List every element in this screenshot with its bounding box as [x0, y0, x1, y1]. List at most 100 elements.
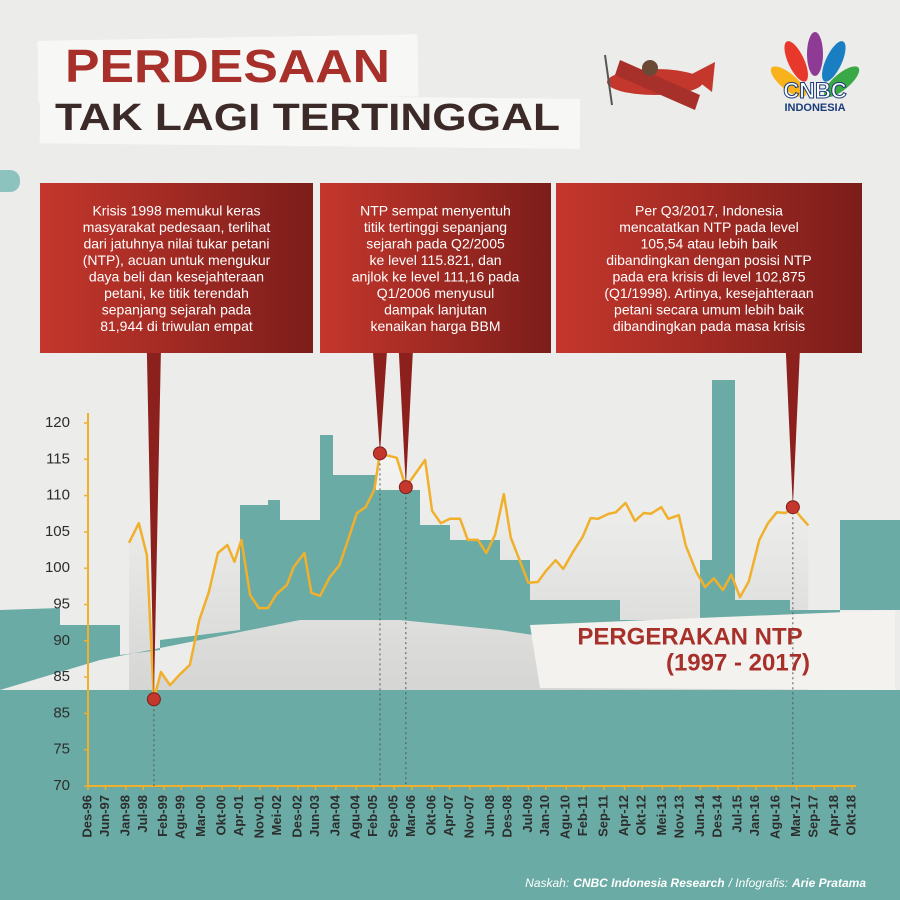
- x-tick-label: Apr-01: [231, 795, 246, 836]
- x-tick-label: Agu-99: [173, 795, 188, 839]
- credits: Naskah: CNBC Indonesia Research / Infograf…: [525, 876, 866, 890]
- subtitle-paper: [39, 93, 581, 149]
- x-tick-label: Agu-16: [768, 795, 783, 839]
- annotation-box: [556, 183, 862, 353]
- ground: [0, 690, 900, 900]
- annotation-text: 105,54 atau lebih baik: [641, 236, 779, 252]
- x-tick-label: Okt-06: [424, 795, 439, 835]
- x-tick-label: Jun-97: [97, 795, 112, 837]
- pointer: [372, 352, 387, 454]
- annotation-text: Krisis 1998 memukul keras: [92, 203, 260, 219]
- x-tick-label: Nov-07: [461, 795, 476, 838]
- annotation-box: [320, 183, 551, 353]
- x-tick-label: Feb-05: [365, 795, 380, 837]
- x-tick-label: Mei-13: [654, 795, 669, 835]
- x-tick-label: Jan-04: [327, 794, 342, 836]
- credit-part: / Infografis:: [728, 876, 788, 890]
- y-tick-label: 120: [45, 414, 70, 431]
- y-tick-label: 100: [45, 559, 70, 576]
- x-tick-label: Des-08: [499, 795, 514, 838]
- annotation-text: dibandingkan pada masa krisis: [613, 318, 805, 334]
- y-tick-label: 110: [46, 487, 70, 504]
- annotation-text: pada era krisis di level 102,875: [612, 269, 805, 285]
- annotation-text: sepanjang sejarah pada: [102, 302, 252, 318]
- x-tick-label: Sep-17: [806, 795, 821, 838]
- x-tick-label: Mar-17: [788, 795, 803, 837]
- x-tick-label: Des-02: [289, 795, 304, 838]
- annotation-text: Per Q3/2017, Indonesia: [635, 203, 783, 219]
- point-marker: [785, 500, 800, 515]
- x-tick-label: Nov-13: [671, 795, 686, 838]
- y-tick-label: 105: [45, 523, 70, 540]
- y-tick-label: 115: [46, 450, 70, 467]
- airplane-illustration: [604, 54, 715, 110]
- y-tick-label: 85: [53, 668, 70, 685]
- annotation-text: masyarakat pedesaan, terlihat: [83, 219, 271, 235]
- annotation-text: (NTP), acuan untuk mengukur: [83, 252, 271, 268]
- credit-part: Arie Pratama: [791, 876, 866, 890]
- cloud: [0, 170, 20, 192]
- pointer: [146, 352, 161, 700]
- x-tick-label: Apr-12: [616, 795, 631, 836]
- point-marker: [398, 480, 413, 495]
- y-tick-label: 90: [53, 632, 70, 649]
- x-tick-label: Feb-11: [575, 795, 590, 836]
- chart-label: (1997 - 2017): [666, 649, 810, 676]
- logo-subtext: INDONESIA: [784, 102, 845, 114]
- annotation-text: Q1/2006 menyusul: [377, 285, 495, 301]
- x-tick-label: Okt-18: [843, 795, 858, 835]
- x-tick-label: Apr-07: [441, 795, 456, 836]
- annotation-text: sejarah pada Q2/2005: [366, 236, 505, 252]
- x-tick-label: Mar-00: [193, 795, 208, 837]
- x-tick-label: Jun-03: [307, 795, 322, 837]
- ntp-line: [127, 452, 810, 701]
- annotation-text: titik tertinggi sepanjang: [364, 219, 507, 235]
- x-tick-label: Okt-12: [633, 795, 648, 835]
- y-tick-label: 70: [53, 777, 70, 794]
- x-tick-label: Agu-10: [558, 795, 573, 839]
- x-tick-label: Jul-09: [520, 795, 535, 833]
- x-tick-label: Okt-00: [214, 795, 229, 835]
- y-tick-label: 85: [53, 704, 70, 721]
- y-tick-label: 95: [53, 595, 70, 612]
- title-paper: [37, 34, 419, 103]
- cnbc-logo: CNBC INDONESIA: [770, 32, 860, 114]
- chart-label: PERGERAKAN NTP: [577, 623, 802, 650]
- annotation-text: ke level 115.821, dan: [369, 252, 501, 268]
- x-tick-label: Jan-16: [747, 795, 762, 836]
- point-marker: [146, 692, 161, 707]
- logo-text: CNBC: [783, 78, 847, 103]
- x-tick-label: Feb-99: [155, 795, 170, 837]
- annotation-text: anjlok ke level 111,16 pada: [352, 269, 520, 285]
- x-tick-label: Mei-02: [269, 795, 284, 835]
- annotation-box: [40, 183, 313, 353]
- annotation-text: daya beli dan kesejahteraan: [89, 269, 264, 285]
- x-tick-label: Jan-98: [117, 795, 132, 836]
- x-tick-label: Mar-06: [403, 795, 418, 837]
- pointer: [398, 352, 413, 488]
- label-paper: [530, 610, 895, 690]
- annotation-text: (Q1/1998). Artinya, kesejahteraan: [604, 285, 813, 301]
- x-tick-label: Des-14: [709, 794, 724, 837]
- x-tick-label: Sep-05: [386, 795, 401, 838]
- annotation-text: dari jatuhnya nilai tukar petani: [83, 236, 269, 252]
- title: PERDESAAN: [65, 40, 390, 92]
- annotation-text: mencatatkan NTP pada level: [619, 219, 799, 235]
- x-tick-label: Jun-14: [692, 794, 707, 837]
- annotation-text: petani secara umum lebih baik: [614, 302, 805, 318]
- x-tick-label: Jan-10: [537, 795, 552, 836]
- subtitle: TAK LAGI TERTINGGAL: [55, 97, 560, 139]
- credit-part: CNBC Indonesia Research: [573, 876, 724, 890]
- x-tick-label: Jul-15: [730, 795, 745, 833]
- point-marker: [372, 446, 387, 461]
- x-tick-label: Sep-11: [596, 795, 611, 837]
- annotation-text: NTP sempat menyentuh: [360, 203, 511, 219]
- annotation-text: dampak lanjutan: [384, 302, 487, 318]
- annotation-text: kenaikan harga BBM: [371, 318, 501, 334]
- annotation-text: petani, ke titik terendah: [104, 285, 249, 301]
- annotation-text: dibandingkan dengan posisi NTP: [606, 252, 811, 268]
- plot: PERGERAKAN NTP(1997 - 2017) 70 75 85 85 90 95 1…: [0, 170, 900, 900]
- x-tick-label: Jun-08: [482, 795, 497, 837]
